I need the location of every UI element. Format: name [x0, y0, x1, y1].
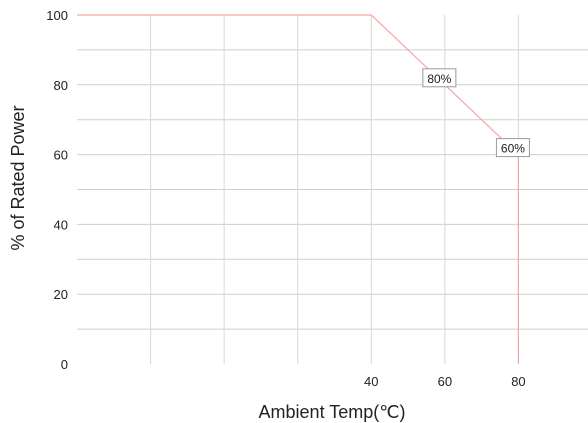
x-tick-label: 60 [438, 374, 452, 389]
y-tick-label: 40 [54, 217, 68, 232]
y-tick-label: 20 [54, 287, 68, 302]
y-tick-label: 0 [61, 357, 68, 372]
annotation-label: 60% [495, 138, 530, 158]
annotation-text: 80% [427, 72, 451, 86]
annotation-box [422, 68, 457, 88]
tick-labels: 0 20 40 60 80 100 40 60 80 [46, 8, 525, 389]
annotations: 80% 60% [422, 68, 530, 158]
y-axis-title: % of Rated Power [8, 105, 28, 250]
annotation-label: 80% [422, 68, 457, 88]
annotation-text: 60% [501, 142, 525, 156]
x-tick-label: 80 [511, 374, 525, 389]
x-tick-label: 40 [364, 374, 378, 389]
y-tick-label: 100 [46, 8, 68, 23]
x-axis-title: Ambient Temp(℃) [259, 402, 406, 422]
y-tick-label: 60 [54, 148, 68, 163]
grid [77, 15, 588, 364]
annotation-box [495, 138, 530, 158]
y-tick-label: 80 [54, 78, 68, 93]
